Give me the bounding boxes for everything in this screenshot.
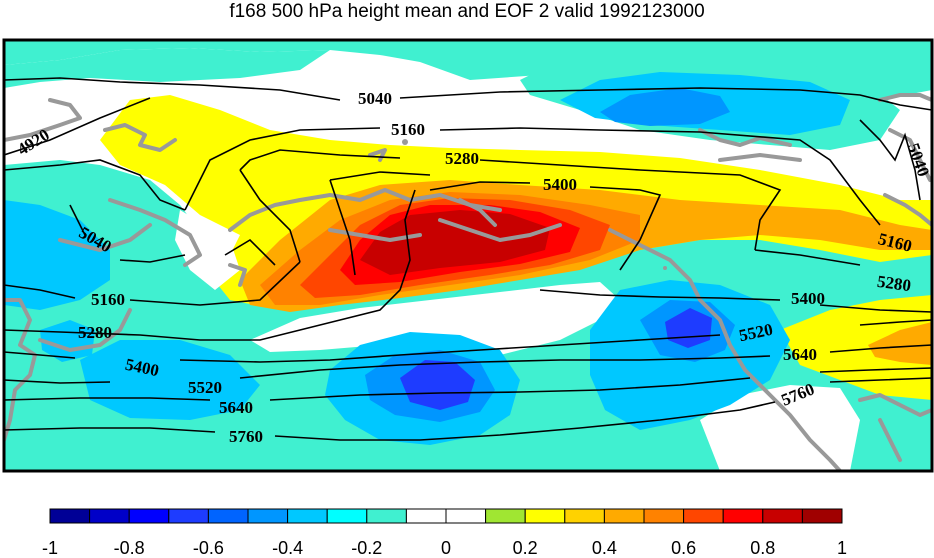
shade-blue-northeast bbox=[600, 88, 730, 126]
shade-white-mid bbox=[250, 282, 620, 355]
colorbar-swatch bbox=[603, 508, 645, 524]
shade-orange-southeast bbox=[868, 322, 932, 365]
colorbar-tick-label: 1 bbox=[837, 538, 847, 558]
colorbar-swatch bbox=[445, 508, 487, 524]
contour-label-5520-west: 5520 bbox=[188, 378, 222, 397]
colorbar-swatch bbox=[801, 508, 843, 524]
shade-maroon-core bbox=[360, 210, 550, 275]
colorbar-tick-label: 0 bbox=[441, 538, 451, 558]
colorbar-swatch bbox=[683, 508, 724, 524]
colorbar-tick-label: 0.6 bbox=[671, 538, 696, 558]
chart-title: f168 500 hPa height mean and EOF 2 valid… bbox=[229, 1, 705, 22]
contour-label-5040-north: 5040 bbox=[358, 89, 392, 108]
height-contours bbox=[4, 77, 932, 441]
colorbar-tick-label: 0.8 bbox=[750, 538, 775, 558]
shade-lightblue-southwest bbox=[80, 340, 260, 420]
contour-label-5280-north: 5280 bbox=[445, 149, 479, 168]
island-dot bbox=[402, 139, 408, 145]
shade-cyan-west bbox=[4, 200, 110, 310]
colorbar-tick-label: -1 bbox=[42, 538, 58, 558]
colorbar-swatch bbox=[128, 508, 170, 524]
contour-label-5640-east: 5640 bbox=[783, 345, 817, 364]
colorbar-swatch bbox=[247, 508, 289, 524]
contour-label-5160-north: 5160 bbox=[391, 120, 425, 139]
colorbar bbox=[49, 508, 843, 524]
colorbar-swatch bbox=[405, 508, 447, 524]
colorbar-swatch bbox=[168, 508, 209, 524]
shade-yellow-southeast bbox=[780, 295, 932, 400]
colorbar-swatch bbox=[49, 508, 91, 524]
colorbar-tick-label: -0.6 bbox=[193, 538, 224, 558]
map-frame bbox=[2, 38, 934, 473]
shade-white-west bbox=[175, 210, 240, 290]
colorbar-tick-label: 0.2 bbox=[513, 538, 538, 558]
colorbar-tick-label: -0.8 bbox=[114, 538, 145, 558]
eof-shading: 4920 5040 5160 5280 5400 5040 5160 5280 … bbox=[4, 40, 932, 471]
contour-label-5760-west: 5760 bbox=[229, 427, 263, 446]
shade-cyan-north-west bbox=[4, 48, 330, 88]
shade-darkblue-south-center bbox=[400, 360, 475, 410]
colorbar-ticks: -1 -0.8 -0.6 -0.4 -0.2 0 0.2 0.4 0.6 0.8 1 bbox=[42, 538, 847, 558]
colorbar-tick-label: 0.4 bbox=[592, 538, 617, 558]
island-dot bbox=[663, 266, 667, 270]
colorbar-swatch bbox=[643, 508, 685, 524]
colorbar-tick-label: -0.4 bbox=[272, 538, 303, 558]
shade-lightblue-west-small bbox=[40, 320, 95, 362]
colorbar-swatch bbox=[89, 508, 130, 524]
colorbar-swatch bbox=[564, 508, 605, 524]
contour-label-5280-west: 5280 bbox=[78, 323, 112, 342]
colorbar-swatch bbox=[326, 508, 368, 524]
contour-label-5640-west: 5640 bbox=[219, 398, 253, 417]
contour-label-5400-east: 5400 bbox=[791, 289, 825, 308]
contour-label-5280-east: 5280 bbox=[876, 272, 912, 296]
colorbar-swatch bbox=[524, 508, 566, 524]
colorbar-swatch bbox=[287, 508, 328, 524]
colorbar-swatch bbox=[762, 508, 803, 524]
colorbar-tick-label: -0.2 bbox=[351, 538, 382, 558]
contour-label-5400-north: 5400 bbox=[543, 175, 577, 194]
contour-label-5160-west: 5160 bbox=[91, 290, 125, 309]
colorbar-swatch bbox=[722, 508, 764, 524]
colorbar-swatch bbox=[366, 508, 407, 524]
colorbar-swatch bbox=[207, 508, 249, 524]
colorbar-swatch bbox=[485, 508, 526, 524]
